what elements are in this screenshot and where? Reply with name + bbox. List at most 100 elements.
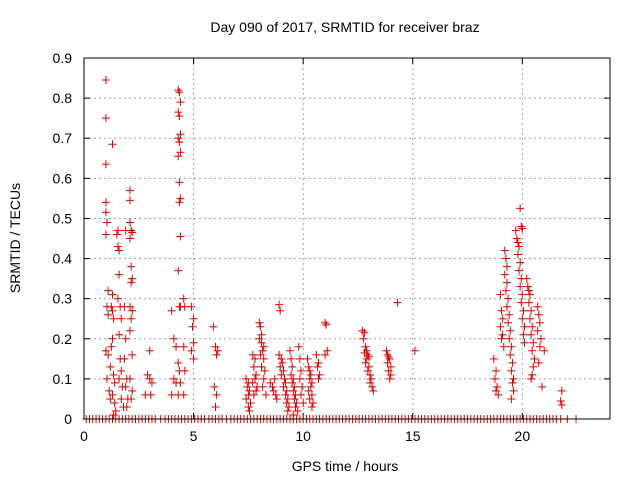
data-point: [113, 294, 122, 303]
data-point: [108, 290, 117, 299]
data-point: [290, 394, 299, 403]
data-point: [534, 358, 543, 367]
data-point: [509, 386, 518, 395]
data-point: [128, 228, 137, 237]
x-tick-label: 20: [515, 428, 531, 444]
data-point: [279, 366, 288, 375]
data-point: [128, 386, 137, 395]
data-points: [82, 76, 581, 423]
data-point: [507, 342, 516, 351]
data-point: [529, 362, 538, 371]
data-point: [501, 286, 510, 295]
data-point: [513, 250, 522, 259]
data-point: [385, 374, 394, 383]
data-point: [117, 366, 126, 375]
data-point: [126, 196, 135, 205]
data-point: [279, 382, 288, 391]
data-point: [519, 306, 528, 315]
data-point: [321, 350, 330, 359]
data-point: [534, 310, 543, 319]
data-point: [518, 314, 527, 323]
data-point: [248, 350, 257, 359]
data-point: [518, 290, 527, 299]
data-point: [109, 410, 118, 419]
data-point: [504, 318, 513, 327]
data-point: [126, 302, 135, 311]
y-tick-label: 0: [64, 411, 72, 427]
data-point: [515, 266, 524, 275]
data-point: [295, 374, 304, 383]
data-point: [366, 370, 375, 379]
data-point: [369, 386, 378, 395]
data-point: [175, 138, 184, 147]
grid-lines: [84, 58, 610, 419]
data-point: [128, 274, 137, 283]
data-point: [101, 198, 110, 207]
data-point: [212, 350, 221, 359]
data-point: [127, 278, 136, 287]
data-point: [276, 362, 285, 371]
data-point: [259, 374, 268, 383]
data-point: [113, 242, 122, 251]
data-point: [176, 130, 185, 139]
data-point: [359, 334, 368, 343]
data-point: [557, 386, 566, 395]
data-point: [364, 362, 373, 371]
data-point: [287, 370, 296, 379]
data-point: [305, 374, 314, 383]
data-point: [169, 374, 178, 383]
x-tick-label: 0: [80, 428, 88, 444]
data-point: [513, 238, 522, 247]
data-point: [307, 390, 316, 399]
data-point: [299, 398, 308, 407]
data-point: [314, 358, 323, 367]
data-point: [250, 374, 259, 383]
data-point: [520, 322, 529, 331]
data-point: [242, 394, 251, 403]
data-point: [557, 400, 566, 409]
data-point: [115, 246, 124, 255]
data-point: [528, 370, 537, 379]
data-point: [268, 382, 277, 391]
data-point: [527, 330, 536, 339]
data-point: [126, 218, 135, 227]
data-point: [172, 342, 181, 351]
data-point: [508, 378, 517, 387]
data-point: [128, 350, 137, 359]
data-point: [270, 374, 279, 383]
data-point: [179, 390, 188, 399]
data-point: [108, 306, 117, 315]
data-point: [121, 382, 130, 391]
y-tick-label: 0.9: [53, 50, 73, 66]
data-point: [556, 396, 565, 405]
data-point: [384, 352, 393, 361]
data-point: [527, 306, 536, 315]
data-point: [271, 390, 280, 399]
data-point: [505, 310, 514, 319]
data-point: [110, 398, 119, 407]
data-point: [278, 358, 287, 367]
data-point: [507, 394, 516, 403]
data-point: [489, 354, 498, 363]
data-point: [496, 290, 505, 299]
data-point: [393, 298, 402, 307]
data-point: [516, 282, 525, 291]
data-point: [307, 402, 316, 411]
data-point: [249, 362, 258, 371]
data-point: [122, 402, 131, 411]
data-point: [104, 310, 113, 319]
data-point: [383, 350, 392, 359]
data-point: [313, 362, 322, 371]
data-point: [115, 270, 124, 279]
data-point: [496, 322, 505, 331]
data-point: [101, 114, 110, 123]
data-point: [212, 390, 221, 399]
data-point: [519, 330, 528, 339]
data-point: [288, 378, 297, 387]
data-point: [528, 346, 537, 355]
data-point: [258, 346, 267, 355]
data-point: [362, 354, 371, 363]
data-point: [101, 208, 110, 217]
data-point: [296, 366, 305, 375]
data-point: [259, 342, 268, 351]
